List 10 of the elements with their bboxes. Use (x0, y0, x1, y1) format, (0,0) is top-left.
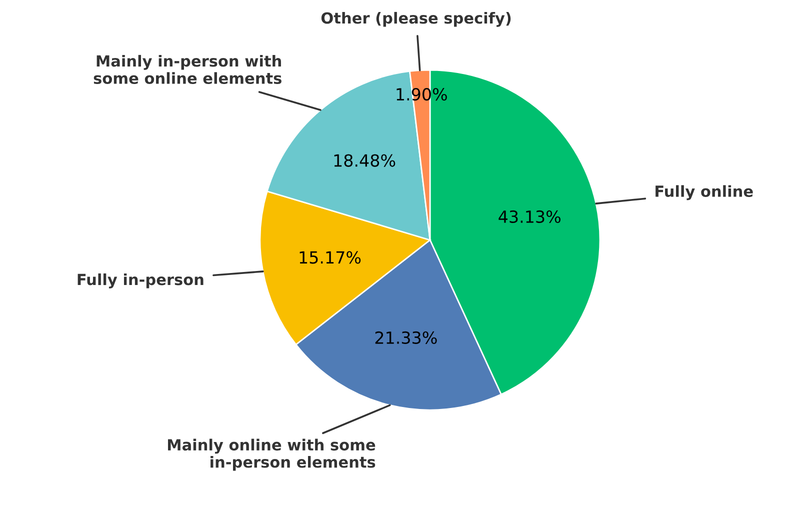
data-label: 21.33% (375, 331, 437, 344)
data-label: 18.48% (334, 154, 396, 167)
slice-label: Other (please specify) (321, 12, 511, 27)
slice-label: Fully in-person (78, 273, 204, 288)
data-label: 43.13% (498, 210, 560, 223)
slice-label: Fully online (656, 185, 753, 200)
slice-label: Mainly online with some in-person elements (168, 438, 376, 471)
slice-label: Mainly in-person with some online elements (94, 54, 282, 84)
data-label: 1.90% (396, 88, 447, 101)
data-label: 15.17% (300, 251, 361, 264)
